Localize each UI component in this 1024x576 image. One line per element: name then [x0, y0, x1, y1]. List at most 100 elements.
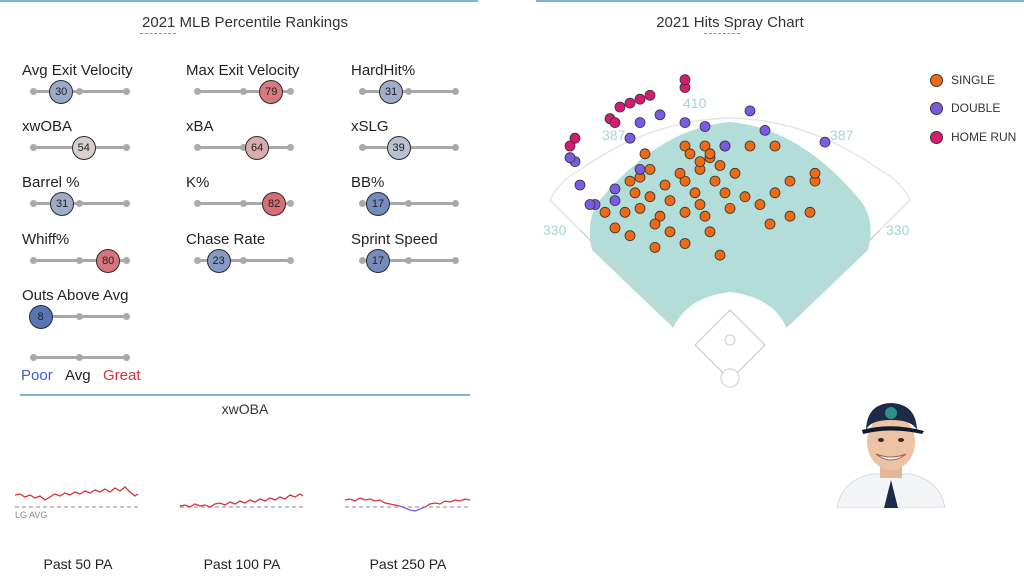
trend-line-250-b	[399, 505, 426, 512]
hit-point-home-run	[644, 89, 656, 101]
metric-track-tick	[287, 200, 294, 207]
hit-point-single	[644, 164, 656, 175]
trend-label-250: Past 250 PA	[369, 556, 447, 572]
metric-track-tick	[76, 200, 83, 207]
percentile-bubble: 80	[96, 249, 121, 273]
hit-point-single	[619, 206, 631, 218]
metric-track-tick	[452, 257, 459, 264]
hit-point-single	[679, 238, 691, 249]
metric-chase-rate: Chase Rate 23	[186, 231, 336, 279]
hit-point-single	[784, 175, 796, 187]
metric-track-tick	[405, 257, 412, 264]
metric-track-tick	[240, 144, 247, 151]
metric-track-tick	[123, 88, 130, 95]
label-right-line: 330	[886, 222, 910, 238]
scale-tick-middle	[76, 354, 83, 361]
hit-point-single	[724, 202, 736, 214]
metric-xslg: xSLG 39	[351, 118, 501, 166]
metric-track-tick	[194, 144, 201, 151]
xwoba-trend-title: xwOBA	[221, 401, 269, 417]
percentile-bubble: 31	[50, 192, 75, 216]
hit-point-home-run	[634, 93, 646, 105]
metric-label: K%	[186, 174, 210, 191]
percentile-bubble: 17	[365, 249, 390, 273]
hit-point-double	[699, 121, 711, 132]
hit-point-single	[624, 230, 636, 242]
metric-xwoba: xwOBA 54	[22, 118, 172, 166]
hit-point-single	[664, 226, 676, 238]
hit-point-single	[699, 140, 711, 152]
spray-chart-title-text: 2021 Hits Spray Chart	[656, 14, 804, 31]
scale-tick-right	[123, 354, 130, 361]
trend-panel-250	[344, 497, 471, 512]
hit-point-single	[679, 140, 691, 152]
metric-track-tick	[359, 200, 366, 207]
metric-track-tick	[30, 257, 37, 264]
trend-line-100	[179, 493, 304, 508]
percentile-bubble: 54	[71, 136, 96, 160]
legend-single: SINGLE	[930, 73, 995, 88]
metric-track-tick	[287, 144, 294, 151]
hit-point-single	[684, 148, 696, 160]
hit-point-double	[609, 195, 621, 207]
metric-track-tick	[240, 257, 247, 264]
player-headshot	[832, 398, 950, 508]
percentile-bubble: 30	[49, 80, 74, 104]
label-center: 410	[683, 95, 707, 111]
scale-great-label: Great	[103, 367, 141, 384]
metric-track-tick	[76, 257, 83, 264]
hit-point-single	[679, 175, 691, 187]
metric-sprint-speed: Sprint Speed 17	[351, 231, 501, 279]
metric-bb: BB% 17	[351, 174, 501, 222]
metric-track-tick	[194, 200, 201, 207]
hit-point-home-run	[614, 101, 626, 113]
metric-track-tick	[123, 144, 130, 151]
legend-double-label: DOUBLE	[951, 101, 1001, 115]
metric-track-tick	[287, 257, 294, 264]
metric-whiff: Whiff% 80	[22, 231, 172, 279]
hit-point-double	[564, 152, 576, 164]
metric-track-tick	[30, 200, 37, 207]
home-plate	[720, 368, 740, 388]
hit-point-single	[709, 175, 721, 187]
metric-label: xwOBA	[22, 118, 73, 135]
hit-point-double	[719, 140, 731, 152]
legend-double: DOUBLE	[930, 101, 1001, 116]
hit-point-single	[689, 187, 701, 199]
metric-track-tick	[405, 88, 412, 95]
hit-point-single	[719, 187, 731, 199]
legend-home-run-swatch	[930, 131, 943, 145]
hit-point-home-run	[609, 117, 621, 128]
hit-point-single	[704, 148, 716, 160]
spray-chart: 330 387 410 387 330	[543, 74, 911, 398]
metric-track-tick	[359, 257, 366, 264]
hit-point-double	[634, 117, 646, 128]
hit-point-single	[769, 187, 781, 199]
hit-point-single	[629, 187, 641, 199]
metric-track-tick	[452, 200, 459, 207]
metric-track-tick	[76, 88, 83, 95]
metric-label: BB%	[351, 174, 385, 191]
hit-point-single	[659, 179, 671, 191]
section-divider	[20, 394, 470, 396]
hit-point-single	[699, 210, 711, 222]
legend-single-swatch	[930, 74, 943, 88]
metric-track-tick	[123, 200, 130, 207]
hit-point-home-run	[624, 97, 636, 109]
hit-point-single	[714, 249, 726, 261]
hit-point-single	[674, 167, 686, 179]
metric-track-tick	[359, 144, 366, 151]
legend-home-run-label: HOME RUN	[951, 130, 1017, 144]
hit-point-single	[644, 191, 656, 203]
trend-line-250-a	[344, 497, 401, 507]
trend-label-50: Past 50 PA	[43, 556, 113, 572]
metric-xba: xBA 64	[186, 118, 336, 166]
percentile-bubble: 8	[28, 305, 53, 329]
metric-track-tick	[452, 144, 459, 151]
hit-point-single	[599, 206, 611, 218]
metric-track-tick	[30, 144, 37, 151]
hit-point-home-run	[569, 132, 581, 144]
hit-point-single	[729, 167, 741, 179]
percentile-bubble: 31	[379, 80, 404, 104]
scale-avg-label: Avg	[65, 367, 91, 384]
